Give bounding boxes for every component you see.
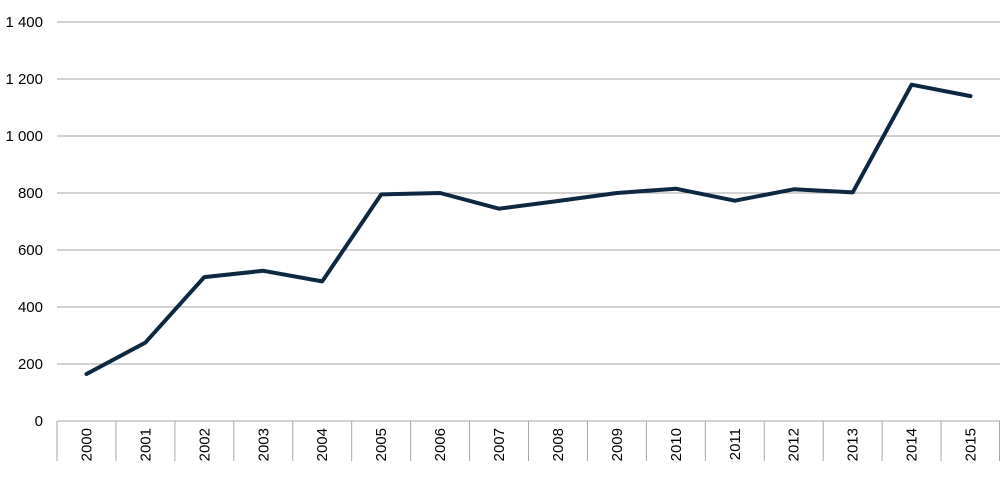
x-tick-label: 2014 bbox=[904, 428, 921, 461]
x-tick-label: 2011 bbox=[727, 428, 744, 460]
x-tick-label: 2006 bbox=[432, 428, 449, 461]
y-tick-label: 1 000 bbox=[5, 128, 43, 145]
y-tick-label: 1 400 bbox=[5, 14, 43, 31]
x-tick-label: 2013 bbox=[845, 428, 862, 461]
x-tick-label: 2004 bbox=[314, 428, 331, 461]
y-tick-label: 0 bbox=[35, 413, 43, 430]
x-tick-label: 2003 bbox=[255, 428, 272, 461]
gridlines bbox=[57, 21, 1000, 365]
x-tick-label: 2008 bbox=[550, 428, 567, 461]
x-tick-label: 2000 bbox=[78, 428, 95, 461]
series bbox=[84, 82, 973, 376]
x-tick-label: 2009 bbox=[609, 428, 626, 461]
y-tick-label: 800 bbox=[18, 185, 43, 202]
x-tick-label: 2015 bbox=[963, 428, 980, 461]
x-tick-label: 2001 bbox=[137, 428, 154, 461]
y-axis-tick-labels: 0 200 400 600 800 1 000 1 200 1 400 bbox=[5, 14, 43, 430]
y-tick-label: 1 200 bbox=[5, 71, 43, 88]
x-tick-label: 2007 bbox=[491, 428, 508, 461]
x-tick-label: 2012 bbox=[786, 428, 803, 461]
x-tick-label: 2002 bbox=[196, 428, 213, 461]
x-axis-tick-labels: 2000 2001 2002 2003 2004 2005 2006 2007 2008 2009… bbox=[78, 428, 979, 461]
x-tick-label: 2010 bbox=[668, 428, 685, 461]
series-line bbox=[84, 82, 973, 376]
x-tick-label: 2005 bbox=[373, 428, 390, 461]
y-tick-label: 400 bbox=[18, 299, 43, 316]
y-tick-label: 600 bbox=[18, 242, 43, 259]
y-tick-label: 200 bbox=[18, 356, 43, 373]
